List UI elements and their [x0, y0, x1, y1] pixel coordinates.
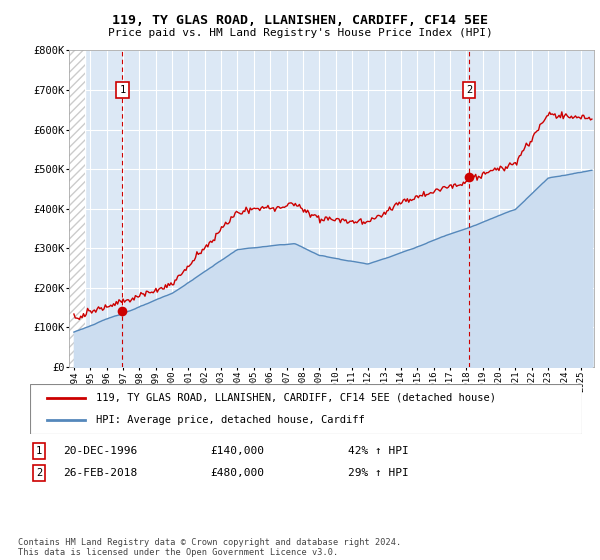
- Bar: [69, 50, 85, 367]
- Text: Price paid vs. HM Land Registry's House Price Index (HPI): Price paid vs. HM Land Registry's House …: [107, 28, 493, 38]
- Text: 2: 2: [466, 85, 472, 95]
- Text: 1: 1: [36, 446, 42, 456]
- Text: £480,000: £480,000: [210, 468, 264, 478]
- Text: HPI: Average price, detached house, Cardiff: HPI: Average price, detached house, Card…: [96, 415, 365, 425]
- Text: 119, TY GLAS ROAD, LLANISHEN, CARDIFF, CF14 5EE: 119, TY GLAS ROAD, LLANISHEN, CARDIFF, C…: [112, 14, 488, 27]
- Text: 119, TY GLAS ROAD, LLANISHEN, CARDIFF, CF14 5EE (detached house): 119, TY GLAS ROAD, LLANISHEN, CARDIFF, C…: [96, 393, 496, 403]
- Text: 20-DEC-1996: 20-DEC-1996: [63, 446, 137, 456]
- Text: £140,000: £140,000: [210, 446, 264, 456]
- Text: 42% ↑ HPI: 42% ↑ HPI: [348, 446, 409, 456]
- Text: 29% ↑ HPI: 29% ↑ HPI: [348, 468, 409, 478]
- Text: 2: 2: [36, 468, 42, 478]
- Text: 26-FEB-2018: 26-FEB-2018: [63, 468, 137, 478]
- FancyBboxPatch shape: [30, 384, 582, 434]
- Bar: [69, 50, 85, 367]
- Text: 1: 1: [119, 85, 125, 95]
- Text: Contains HM Land Registry data © Crown copyright and database right 2024.
This d: Contains HM Land Registry data © Crown c…: [18, 538, 401, 557]
